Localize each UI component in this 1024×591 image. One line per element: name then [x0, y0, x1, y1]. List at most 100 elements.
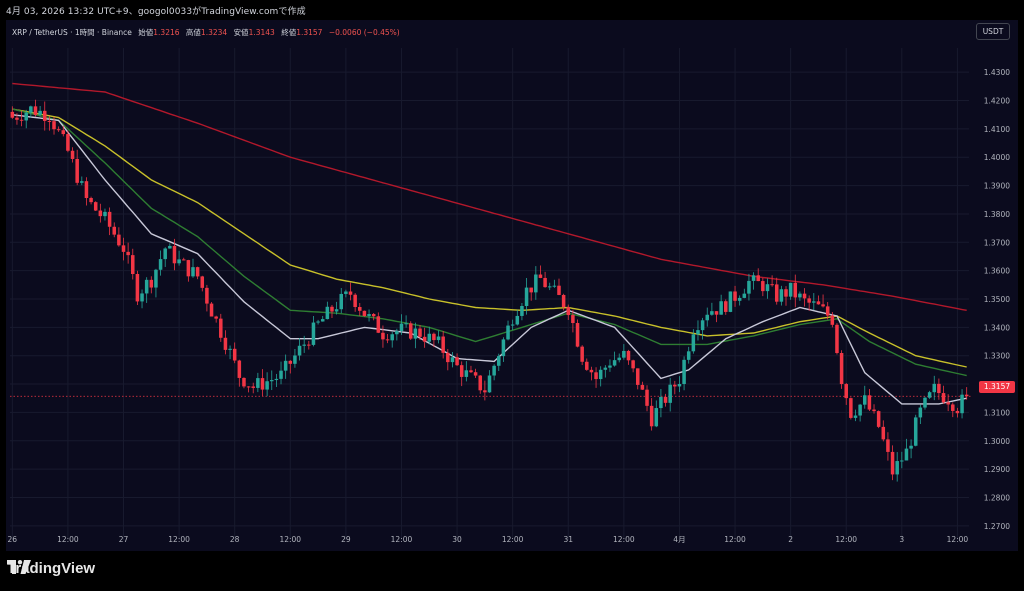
- y-tick-label: 1.4000: [984, 153, 1010, 162]
- candle-body: [408, 323, 413, 339]
- low-label: 安値: [233, 28, 249, 37]
- candle-body: [103, 211, 107, 217]
- change-value: −0.0060 (−0.45%): [328, 28, 400, 37]
- candle-body: [798, 293, 802, 298]
- candle-body: [293, 355, 297, 364]
- price-chart[interactable]: 1.4300 1.4200 1.4100 1.4000 1.3900 1.3800 1.37…: [6, 20, 1018, 551]
- candle-body: [469, 370, 473, 373]
- candle-body: [483, 390, 487, 393]
- candle-body: [418, 328, 422, 337]
- candle-body: [821, 304, 825, 307]
- y-tick-label: 1.2700: [984, 522, 1010, 531]
- candle-body: [710, 311, 714, 315]
- grid-lines: [10, 48, 972, 540]
- symbol-header: XRP / TetherUS · 1時間 · Binance 始値1.3216 …: [12, 27, 400, 38]
- tradingview-brand[interactable]: TradingView: [7, 560, 95, 577]
- candle-body: [747, 280, 751, 294]
- candle-body: [297, 345, 302, 356]
- candle-body: [177, 259, 181, 264]
- candle-body: [714, 311, 719, 315]
- candle-body: [158, 259, 163, 270]
- candle-body: [191, 267, 195, 277]
- x-tick-label: 28: [230, 535, 240, 544]
- candle-body: [56, 129, 61, 131]
- candle-body: [371, 314, 376, 317]
- chart-panel[interactable]: 1.4300 1.4200 1.4100 1.4000 1.3900 1.3800 1.37…: [6, 20, 1018, 551]
- candle-body: [399, 323, 404, 332]
- candle-body: [895, 461, 899, 475]
- candle-body: [849, 398, 853, 418]
- y-tick-label: 1.3300: [984, 352, 1010, 361]
- currency-unit-button[interactable]: USDT: [976, 23, 1010, 40]
- candle-body: [784, 289, 788, 297]
- candle-body: [557, 285, 561, 295]
- candle-body: [237, 360, 242, 378]
- candle-body: [47, 120, 52, 122]
- open-label: 始値: [138, 28, 154, 37]
- candle-body: [812, 301, 816, 303]
- candle-body: [941, 393, 946, 403]
- candle-body: [622, 350, 626, 358]
- x-tick-label: 30: [452, 535, 462, 544]
- candle-body: [320, 319, 325, 322]
- candle-body: [209, 303, 214, 317]
- candle-body: [330, 306, 334, 312]
- tradingview-logo-icon: [7, 560, 31, 574]
- candle-body: [446, 352, 450, 363]
- open-value: 1.3216: [153, 28, 180, 37]
- candle-body: [631, 360, 635, 369]
- candle-body: [29, 106, 33, 113]
- candle-body: [246, 386, 251, 388]
- candle-body: [61, 130, 66, 135]
- candle-body: [691, 334, 696, 352]
- candle-body: [232, 348, 237, 361]
- candle-body: [835, 324, 839, 353]
- candle-body: [770, 284, 774, 286]
- candle-body: [344, 291, 348, 294]
- candle-body: [251, 386, 255, 388]
- candle-body: [455, 357, 459, 366]
- candle-body: [737, 297, 742, 301]
- candle-body: [863, 395, 867, 405]
- candle-body: [473, 372, 478, 376]
- candle-body: [432, 333, 436, 341]
- candle-body: [464, 370, 469, 377]
- candle-body: [274, 378, 279, 381]
- candle-body: [807, 298, 811, 303]
- x-tick-label: 2: [788, 535, 793, 544]
- candle-body: [200, 276, 205, 288]
- candle-body: [668, 384, 672, 403]
- x-tick-label: 12:00: [613, 535, 635, 544]
- candle-body: [288, 360, 293, 364]
- symbol-title: XRP / TetherUS · 1時間 · Binance: [12, 28, 132, 37]
- candle-body: [181, 259, 186, 261]
- candle-body: [724, 301, 728, 312]
- candle-body: [279, 370, 283, 379]
- candle-body: [339, 293, 344, 310]
- candle-body: [89, 198, 93, 203]
- candle-body: [33, 106, 38, 115]
- candle-body: [93, 202, 98, 211]
- candles: [10, 99, 969, 482]
- candle-body: [728, 291, 733, 312]
- candle-body: [654, 408, 659, 427]
- close-value: 1.3157: [296, 28, 323, 37]
- candle-body: [506, 325, 510, 340]
- candle-body: [927, 392, 932, 398]
- candle-body: [946, 402, 950, 405]
- chart-credit: 4月 03, 2026 13:32 UTC+9、googol0033がTradi…: [6, 7, 306, 17]
- candle-body: [742, 293, 747, 298]
- candle-body: [98, 210, 103, 217]
- moving-average-line: [12, 82, 967, 311]
- candle-body: [626, 350, 631, 361]
- candle-body: [140, 293, 144, 302]
- high-label: 高値: [185, 28, 201, 37]
- candle-body: [413, 328, 418, 339]
- candle-body: [223, 337, 228, 350]
- y-tick-label: 1.3900: [984, 182, 1010, 191]
- candle-body: [492, 365, 496, 376]
- candle-body: [10, 111, 15, 118]
- candle-body: [126, 251, 130, 256]
- candle-body: [283, 360, 288, 371]
- candle-body: [316, 321, 320, 323]
